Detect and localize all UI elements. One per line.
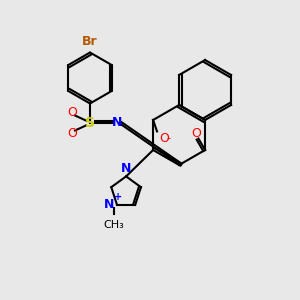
Text: Br: Br [82,35,98,48]
Text: O: O [191,127,201,140]
Text: N: N [121,162,131,175]
Text: +: + [114,192,122,202]
Text: -: - [167,133,171,143]
Text: N: N [103,198,114,211]
Text: CH₃: CH₃ [103,220,124,230]
Text: O: O [159,131,169,145]
Text: N: N [112,116,122,130]
Text: S: S [85,116,95,130]
Text: O: O [67,127,77,140]
Text: O: O [67,106,77,119]
